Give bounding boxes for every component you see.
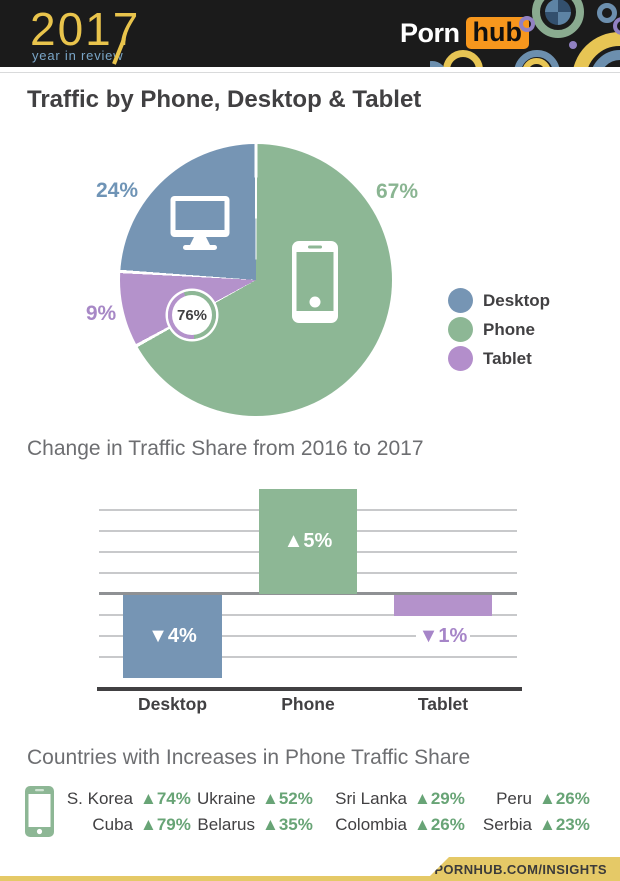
legend-swatch-desktop: [448, 288, 473, 313]
legend-item-tablet: Tablet: [448, 346, 550, 371]
header-bar: 2017 year in review Porn hub: [0, 0, 620, 67]
decorative-pie-icon: [545, 0, 571, 25]
pornhub-logo: Porn hub: [400, 17, 529, 49]
year-tagline: year in review: [32, 48, 124, 63]
country-change: ▲52%: [262, 789, 313, 808]
legend-item-phone: Phone: [448, 317, 550, 342]
device-share-pie-chart: 76%: [120, 144, 392, 416]
decorative-circles: [430, 0, 620, 67]
country-name: Peru: [496, 789, 532, 808]
decorative-dot: [569, 41, 577, 49]
category-label-desktop: Desktop: [137, 694, 208, 714]
countries-list: S. Korea ▲74% Ukraine ▲52% Sri Lanka ▲29…: [60, 789, 596, 835]
header-divider: [0, 72, 620, 73]
traffic-change-bar-chart: ▲5% ▼4% ▼1% Desktop Phone Tablet: [0, 480, 620, 720]
country-name: Sri Lanka: [335, 789, 407, 808]
country-name: Cuba: [92, 815, 133, 834]
country-change: ▲23%: [539, 815, 590, 834]
phone-icon: [25, 786, 54, 842]
country-name: Belarus: [197, 815, 255, 834]
country-change: ▲29%: [414, 789, 465, 808]
legend-swatch-phone: [448, 317, 473, 342]
pie-center-badge-value: 76%: [172, 295, 212, 335]
bar-desktop: ▼4%: [123, 595, 222, 678]
country-change: ▲35%: [262, 815, 313, 834]
countries-section-title: Countries with Increases in Phone Traffi…: [27, 746, 471, 769]
gridline: [99, 614, 517, 616]
category-label-phone: Phone: [281, 694, 335, 714]
bar-chart-title: Change in Traffic Share from 2016 to 201…: [27, 437, 424, 460]
x-axis: [97, 687, 522, 691]
bar-value-tablet: ▼1%: [394, 625, 492, 648]
pornhub-logo-porn: Porn: [400, 17, 460, 48]
decorative-ring: [532, 0, 584, 38]
country-change: ▲26%: [414, 815, 465, 834]
legend-label-phone: Phone: [483, 319, 535, 339]
decorative-ring: [597, 3, 617, 23]
gridline: [99, 656, 517, 658]
bar-tablet: [394, 595, 492, 616]
legend-item-desktop: Desktop: [448, 288, 550, 313]
footer-gold-strip: [0, 876, 620, 881]
bar-value-phone: ▲5%: [283, 530, 333, 552]
legend-swatch-tablet: [448, 346, 473, 371]
pornhub-logo-hub: hub: [465, 17, 529, 49]
category-label-tablet: Tablet: [417, 694, 469, 714]
country-change: ▲74%: [140, 789, 191, 808]
country-name: Serbia: [482, 815, 532, 834]
pie-center-badge: 76%: [168, 291, 216, 339]
legend-label-desktop: Desktop: [483, 290, 551, 310]
insights-url: PORNHUB.COM/INSIGHTS: [434, 861, 607, 877]
decorative-ring: [443, 50, 483, 67]
gridline: [99, 635, 517, 637]
bar-phone: ▲5%: [259, 489, 357, 594]
desktop-monitor-icon: [170, 196, 230, 257]
pie-label-tablet: 9%: [85, 302, 117, 325]
smartphone-icon: [292, 241, 338, 328]
country-name: S. Korea: [66, 789, 133, 808]
country-name: Colombia: [335, 815, 407, 834]
page-title: Traffic by Phone, Desktop & Tablet: [27, 86, 422, 113]
legend-label-tablet: Tablet: [483, 348, 532, 368]
bar-value-tablet-text: ▼1%: [415, 625, 471, 647]
pie-label-desktop: 24%: [95, 179, 139, 202]
country-name: Ukraine: [197, 789, 256, 808]
footer-banner: PORNHUB.COM/INSIGHTS: [425, 857, 620, 881]
pie-legend: Desktop Phone Tablet: [448, 288, 550, 375]
country-change: ▲79%: [140, 815, 191, 834]
country-change: ▲26%: [539, 789, 590, 808]
decorative-ring: [613, 17, 620, 35]
pie-label-phone: 67%: [375, 180, 419, 203]
decorative-ring: [519, 16, 535, 32]
bar-value-desktop: ▼4%: [148, 625, 197, 647]
